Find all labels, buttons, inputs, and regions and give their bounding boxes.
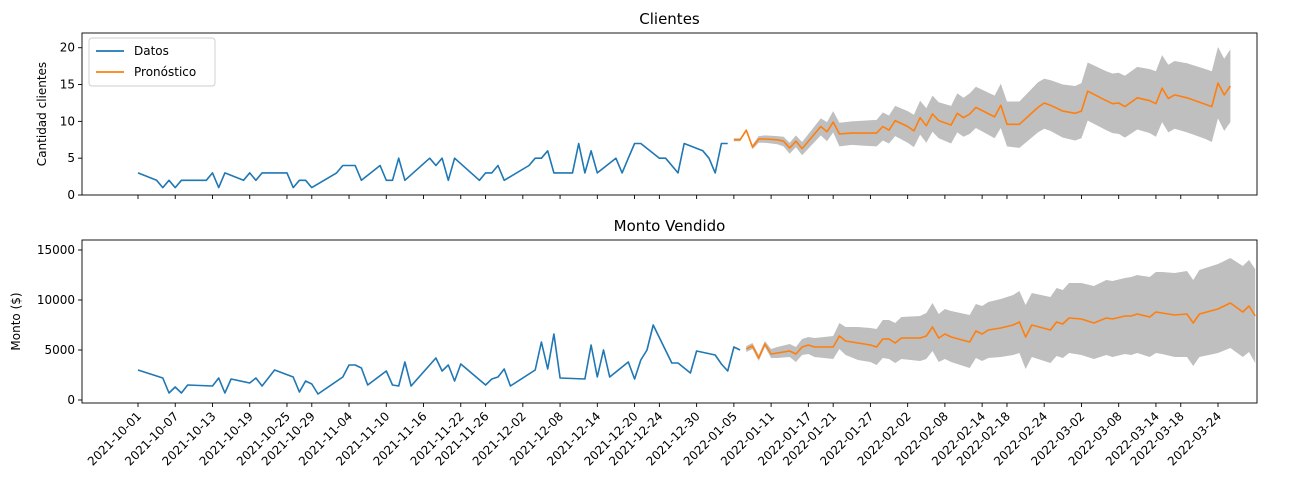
series-line-pron-stico — [733, 82, 1232, 150]
series-line-datos — [137, 142, 728, 189]
axes-frame — [81, 32, 1258, 196]
series-line-pron-stico — [745, 302, 1256, 359]
y-tick-label: 0 — [67, 393, 75, 407]
y-tick-label: 20 — [60, 41, 75, 55]
legend-label: Pronóstico — [134, 65, 196, 79]
series-line-datos — [137, 324, 741, 395]
legend: Datos Pronóstico — [88, 37, 216, 87]
y-tick-label: 10000 — [37, 293, 75, 307]
y-tick-label: 5000 — [44, 343, 75, 357]
y-axis-label: Monto ($) — [9, 292, 23, 350]
y-tick-label: 15 — [60, 78, 75, 92]
chart-clientes: Clientes Cantidad clientes 0 5 10 15 20 Datos… — [35, 10, 1258, 202]
chart-title: Clientes — [639, 10, 700, 28]
y-tick-label: 5 — [67, 151, 75, 165]
y-tick-label: 10 — [60, 114, 75, 128]
y-axis-label: Cantidad clientes — [35, 62, 49, 166]
legend-box — [88, 37, 216, 87]
legend-label: Datos — [134, 44, 169, 58]
confidence-band — [733, 47, 1231, 156]
axes-frame — [81, 239, 1258, 404]
y-tick-label: 15000 — [37, 243, 75, 257]
chart-title: Monto Vendido — [614, 217, 726, 235]
confidence-band — [746, 258, 1256, 369]
y-tick-label: 0 — [67, 188, 75, 202]
